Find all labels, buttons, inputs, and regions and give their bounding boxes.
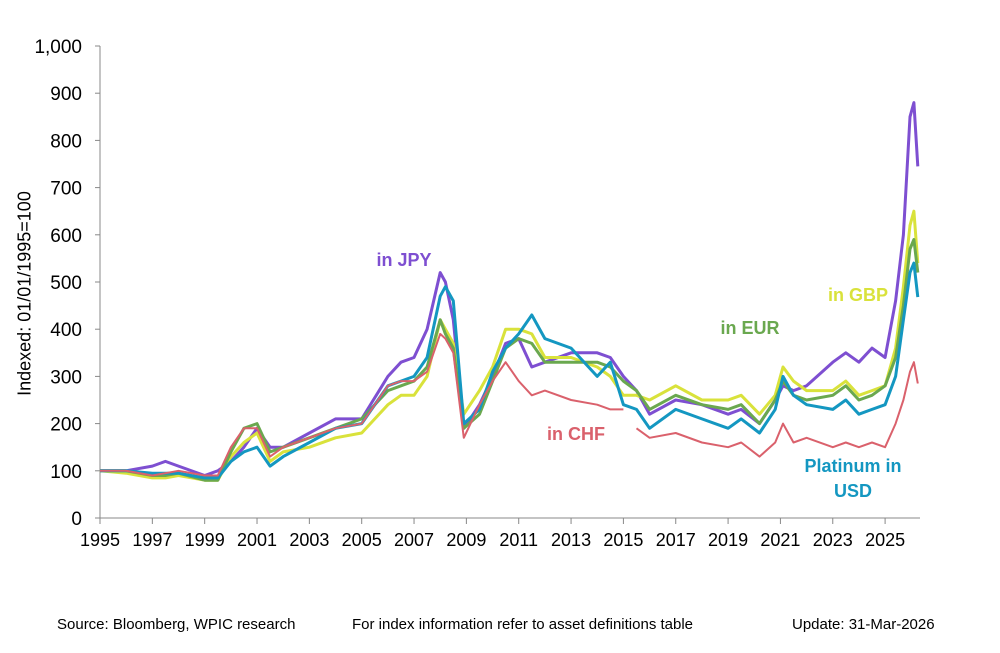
y-tick-label: 1,000: [34, 37, 82, 58]
y-tick-label: 600: [50, 226, 82, 247]
x-tick-label: 2005: [342, 530, 382, 550]
series-label: in CHF: [547, 424, 605, 444]
source-note: Source: Bloomberg, WPIC research: [57, 616, 296, 633]
series-line-in-chf: [100, 332, 919, 477]
y-tick-label: 100: [50, 462, 82, 483]
x-tick-label: 2021: [760, 530, 800, 550]
x-tick-label: 2013: [551, 530, 591, 550]
x-tick-label: 2019: [708, 530, 748, 550]
series-label: in JPY: [376, 250, 431, 270]
series-label: in GBP: [828, 285, 888, 305]
x-tick-label: 2017: [656, 530, 696, 550]
series-label: Platinum in USD: [804, 456, 901, 501]
y-tick-label: 900: [50, 84, 82, 105]
series-line-in-eur: [100, 238, 920, 482]
x-tick-label: 2007: [394, 530, 434, 550]
y-tick-label: 800: [50, 131, 82, 152]
update-date: Update: 31-Mar-2026: [792, 616, 935, 633]
x-tick-label: 1995: [80, 530, 120, 550]
y-tick-label: 500: [50, 273, 82, 294]
x-tick-label: 1997: [132, 530, 172, 550]
y-tick-label: 200: [50, 415, 82, 436]
x-tick-label: 1999: [185, 530, 225, 550]
x-tick-label: 2011: [499, 530, 538, 550]
series-line-in-jpy: [100, 101, 920, 477]
y-tick-label: 400: [50, 320, 82, 341]
series-label: in EUR: [720, 318, 779, 338]
x-tick-label: 2015: [603, 530, 643, 550]
y-tick-label: 700: [50, 179, 82, 200]
series-line-in-gbp: [99, 209, 920, 482]
y-axis-label: Indexed: 01/01/1995=100: [14, 191, 35, 396]
x-tick-label: 2001: [237, 530, 277, 550]
x-tick-label: 2023: [813, 530, 853, 550]
x-tick-label: 2003: [289, 530, 329, 550]
series-line-platinum-in-usd: [100, 261, 920, 480]
x-tick-label: 2009: [446, 530, 486, 550]
x-tick-label: 2025: [865, 530, 905, 550]
y-tick-label: 300: [50, 367, 82, 388]
y-tick-label: 0: [71, 509, 82, 530]
index-note: For index information refer to asset def…: [352, 616, 694, 633]
